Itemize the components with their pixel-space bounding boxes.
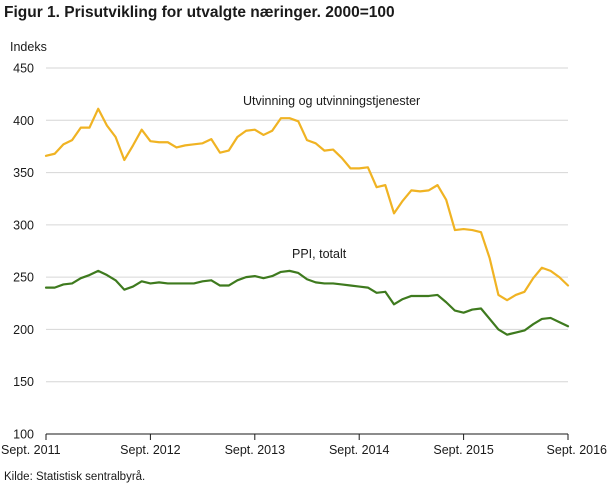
y-tick-label: 450 bbox=[13, 62, 34, 76]
series-annotation: Utvinning og utvinningstjenester bbox=[243, 94, 420, 108]
x-tick-label: Sept. 2016 bbox=[547, 443, 608, 457]
source-note: Kilde: Statistisk sentralbyrå. bbox=[4, 471, 146, 483]
series-annotation: PPI, totalt bbox=[292, 247, 347, 261]
chart-title: Figur 1. Prisutvikling for utvalgte næri… bbox=[4, 4, 395, 21]
x-tick-label: Sept. 2014 bbox=[329, 443, 390, 457]
y-tick-label: 100 bbox=[13, 428, 34, 442]
y-tick-label: 250 bbox=[13, 271, 34, 285]
x-tick-label: Sept. 2011 bbox=[1, 443, 61, 457]
x-tick-label: Sept. 2013 bbox=[225, 443, 286, 457]
y-tick-label: 150 bbox=[13, 375, 34, 389]
series-line-1 bbox=[44, 269, 570, 336]
x-tick-label: Sept. 2012 bbox=[120, 443, 181, 457]
y-tick-label: 300 bbox=[13, 218, 34, 232]
y-tick-label: 200 bbox=[13, 323, 34, 337]
y-axis-label: Indeks bbox=[10, 40, 47, 54]
series-line-0 bbox=[44, 107, 570, 302]
x-tick-label: Sept. 2015 bbox=[433, 443, 494, 457]
y-tick-label: 400 bbox=[13, 114, 34, 128]
y-tick-label: 350 bbox=[13, 166, 34, 180]
